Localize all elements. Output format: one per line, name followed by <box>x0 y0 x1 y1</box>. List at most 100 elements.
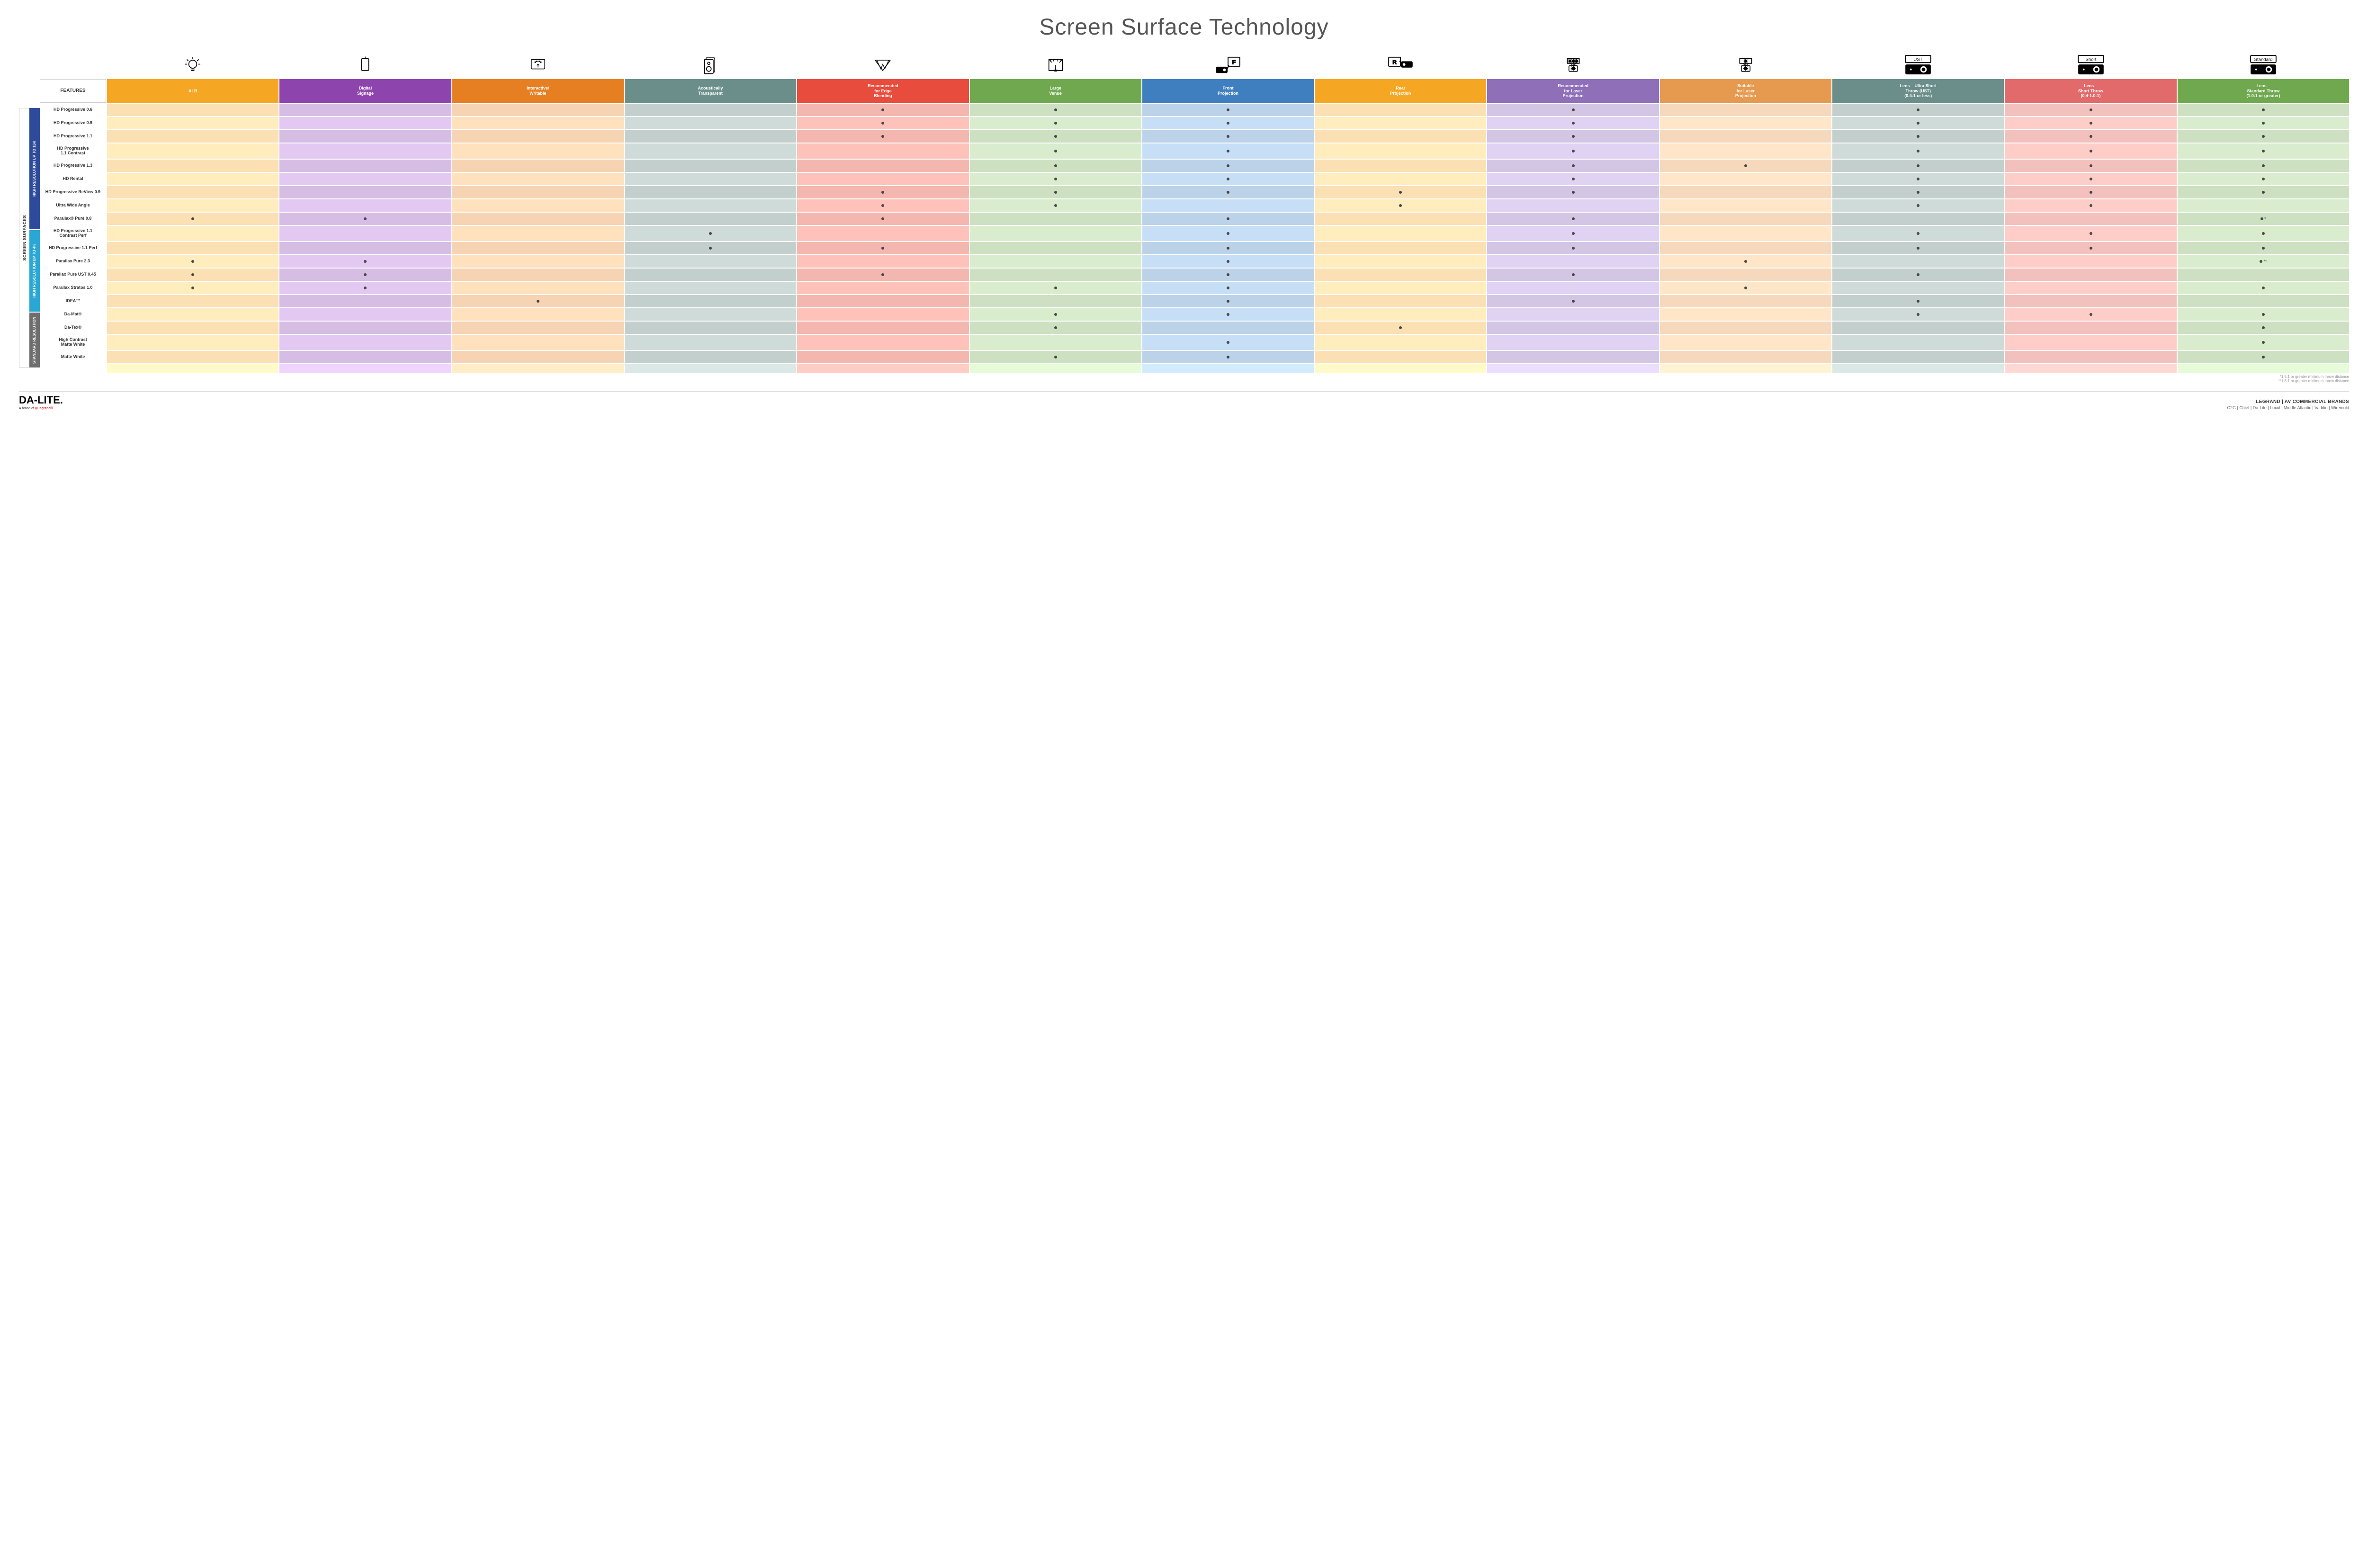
data-row-r16: Da-Tex® <box>40 322 2349 334</box>
cell-r1-ust <box>1832 117 2004 129</box>
col-header-laserS: Suitablefor LaserProjection <box>1660 79 1831 103</box>
group-label: HIGH RESOLUTION UP TO 4K <box>29 230 40 312</box>
data-row-r7: Ultra Wide Angle <box>40 199 2349 212</box>
row-label-r0: HD Progressive 0.6 <box>40 104 106 116</box>
cell-r3-laserR <box>1487 143 1659 159</box>
cell-r5-interactive <box>452 173 624 185</box>
cell-r12-laserS <box>1660 269 1831 281</box>
cell-r15-rear <box>1315 308 1486 321</box>
cell-r10-std <box>2178 242 2349 254</box>
cell-r16-ust <box>1832 322 2004 334</box>
cell-r18-laserR <box>1487 351 1659 363</box>
cell-r2-laserS <box>1660 130 1831 143</box>
foot-cell-alr <box>107 364 278 373</box>
cell-r6-interactive <box>452 186 624 198</box>
cell-r8-edge <box>797 213 969 225</box>
data-row-r4: HD Progressive 1.3 <box>40 160 2349 172</box>
cell-r6-rear <box>1315 186 1486 198</box>
cell-r8-std: * <box>2178 213 2349 225</box>
cell-r8-front <box>1142 213 1314 225</box>
cell-r17-venue <box>970 335 1141 350</box>
cell-r10-acoustic <box>625 242 796 254</box>
data-row-r9: HD Progressive 1.1Contrast Perf <box>40 226 2349 241</box>
cell-r17-rear <box>1315 335 1486 350</box>
cell-r11-rear <box>1315 255 1486 268</box>
cell-r17-std <box>2178 335 2349 350</box>
outer-vertical-label: SCREEN SURFACES <box>19 108 29 367</box>
footer-right-brands: C2G | Chief | Da-Lite | Luxul | Middle A… <box>2227 405 2349 410</box>
cell-r14-laserR <box>1487 295 1659 307</box>
cell-r7-laserR <box>1487 199 1659 212</box>
cell-r0-ust <box>1832 104 2004 116</box>
row-label-r14: IDEA™ <box>40 295 106 307</box>
cell-r13-short <box>2005 282 2176 294</box>
cell-r16-front <box>1142 322 1314 334</box>
cell-r18-rear <box>1315 351 1486 363</box>
cell-r18-signage <box>279 351 451 363</box>
col-icon-short: Short <box>2005 52 2176 78</box>
cell-r4-alr <box>107 160 278 172</box>
cell-r4-edge <box>797 160 969 172</box>
cell-r8-short <box>2005 213 2176 225</box>
col-header-std: Lens –Standard Throw(1.0:1 or greater) <box>2178 79 2349 103</box>
cell-r7-acoustic <box>625 199 796 212</box>
cell-r10-alr <box>107 242 278 254</box>
cell-r14-rear <box>1315 295 1486 307</box>
cell-r7-front <box>1142 199 1314 212</box>
brand-sub: A brand of ⊞ legrand® <box>19 406 63 410</box>
cell-r7-rear <box>1315 199 1486 212</box>
cell-r16-interactive <box>452 322 624 334</box>
cell-r15-laserS <box>1660 308 1831 321</box>
col-header-features: FEATURES <box>40 79 106 103</box>
cell-r10-front <box>1142 242 1314 254</box>
cell-r11-ust <box>1832 255 2004 268</box>
cell-r3-signage <box>279 143 451 159</box>
cell-r7-interactive <box>452 199 624 212</box>
data-row-r12: Parallax Pure UST 0.45 <box>40 269 2349 281</box>
col-header-ust: Lens – Ultra ShortThrow (UST)(0.4:1 or l… <box>1832 79 2004 103</box>
cell-r15-acoustic <box>625 308 796 321</box>
cell-r2-std <box>2178 130 2349 143</box>
col-header-rear: RearProjection <box>1315 79 1486 103</box>
cell-r11-acoustic <box>625 255 796 268</box>
cell-r7-alr <box>107 199 278 212</box>
row-label-r5: HD Rental <box>40 173 106 185</box>
cell-r16-short <box>2005 322 2176 334</box>
cell-r4-venue <box>970 160 1141 172</box>
data-row-r13: Parallax Stratos 1.0 <box>40 282 2349 294</box>
cell-r7-signage <box>279 199 451 212</box>
col-icon-acoustic <box>625 52 796 78</box>
cell-r0-short <box>2005 104 2176 116</box>
cell-r1-front <box>1142 117 1314 129</box>
data-row-r6: HD Progressive ReView 0.9 <box>40 186 2349 198</box>
cell-r13-alr <box>107 282 278 294</box>
cell-r0-signage <box>279 104 451 116</box>
foot-cell-venue <box>970 364 1141 373</box>
foot-cell-ust <box>1832 364 2004 373</box>
cell-r8-venue <box>970 213 1141 225</box>
cell-r14-laserS <box>1660 295 1831 307</box>
svg-text:✸: ✸ <box>1571 66 1575 72</box>
cell-r9-signage <box>279 226 451 241</box>
foot-cell-laserS <box>1660 364 1831 373</box>
col-icon-rear: R <box>1315 52 1486 78</box>
cell-r2-venue <box>970 130 1141 143</box>
cell-r13-edge <box>797 282 969 294</box>
cell-r16-rear <box>1315 322 1486 334</box>
cell-r3-short <box>2005 143 2176 159</box>
cell-r13-venue <box>970 282 1141 294</box>
cell-r13-interactive <box>452 282 624 294</box>
cell-r8-signage <box>279 213 451 225</box>
cell-r17-front <box>1142 335 1314 350</box>
cell-r1-acoustic <box>625 117 796 129</box>
data-row-r2: HD Progressive 1.1 <box>40 130 2349 143</box>
cell-r4-short <box>2005 160 2176 172</box>
cell-r17-laserS <box>1660 335 1831 350</box>
cell-r10-venue <box>970 242 1141 254</box>
col-header-laserR: Recommendedfor LaserProjection <box>1487 79 1659 103</box>
cell-r1-rear <box>1315 117 1486 129</box>
cell-r11-interactive <box>452 255 624 268</box>
cell-r5-alr <box>107 173 278 185</box>
cell-r2-signage <box>279 130 451 143</box>
cell-r12-rear <box>1315 269 1486 281</box>
